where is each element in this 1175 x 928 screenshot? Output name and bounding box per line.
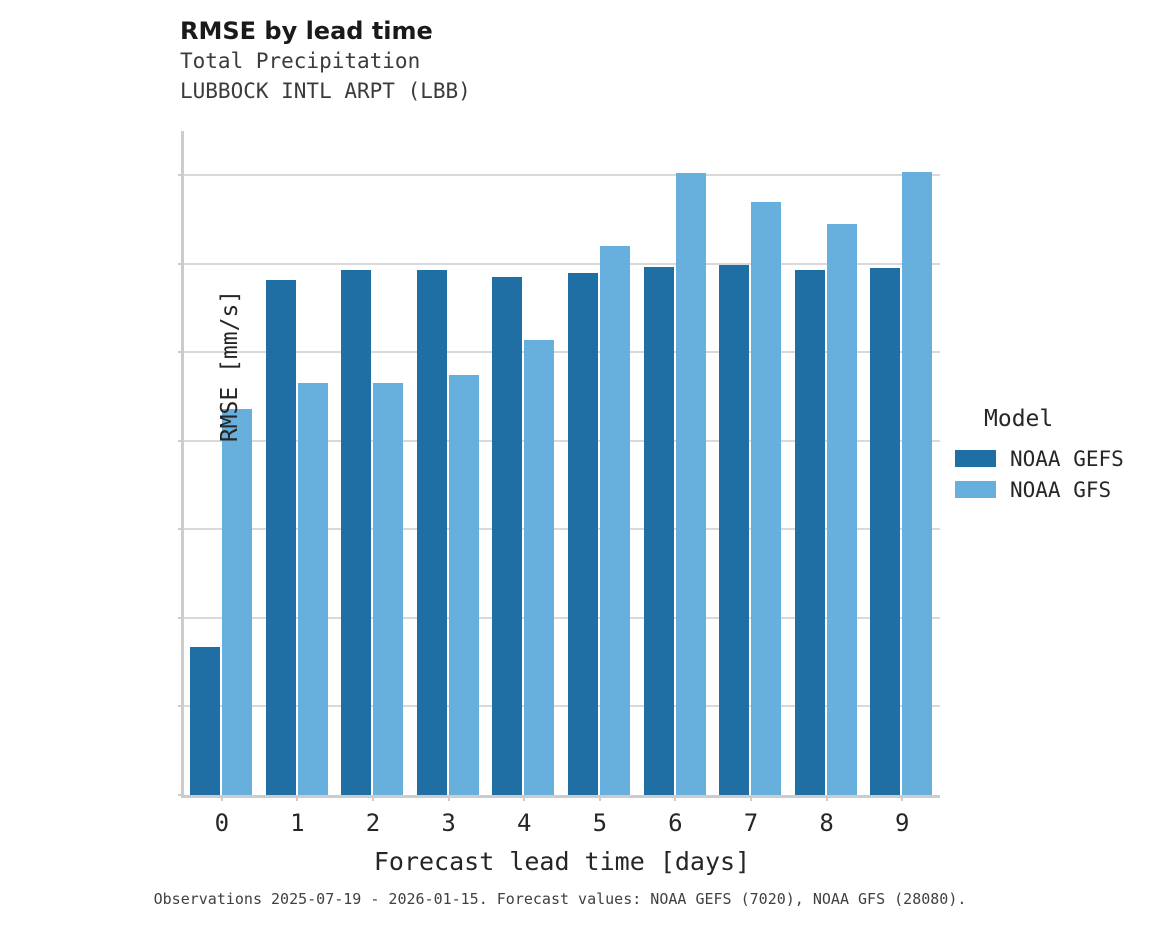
y-tick-mark xyxy=(178,616,184,619)
y-tick-mark xyxy=(178,794,184,796)
y-tick-mark xyxy=(178,528,184,531)
bar-noaa-gfs-lead-0[interactable] xyxy=(222,408,252,795)
x-tick-label: 2 xyxy=(365,809,381,837)
x-tick-label: 4 xyxy=(516,809,532,837)
x-tick-mark xyxy=(220,795,223,801)
x-tick-mark xyxy=(750,795,752,801)
bar-noaa-gfs-lead-1[interactable] xyxy=(297,382,328,795)
bar-noaa-gefs-lead-0[interactable] xyxy=(190,647,220,795)
bar-noaa-gfs-lead-8[interactable] xyxy=(826,223,857,795)
bar-group xyxy=(184,131,260,795)
bar-group xyxy=(260,131,336,795)
bar-noaa-gefs-lead-3[interactable] xyxy=(416,269,447,795)
bar-noaa-gefs-lead-8[interactable] xyxy=(794,269,825,795)
legend: Model NOAA GEFS NOAA GFS xyxy=(955,406,1175,505)
x-tick-label: 6 xyxy=(668,809,683,837)
legend-title: Model xyxy=(984,406,1054,432)
gridline xyxy=(184,705,940,708)
legend-swatch-noaa-gefs xyxy=(955,450,996,467)
bar-noaa-gefs-lead-5[interactable] xyxy=(568,272,598,795)
legend-label-noaa-gfs: NOAA GFS xyxy=(1010,477,1112,502)
bar-group xyxy=(864,131,940,795)
bars-layer xyxy=(184,131,940,795)
legend-item-noaa-gfs[interactable]: NOAA GFS xyxy=(955,474,1175,505)
x-tick-mark xyxy=(825,795,828,801)
y-tick-mark xyxy=(178,439,184,442)
bar-noaa-gfs-lead-3[interactable] xyxy=(448,375,479,795)
bar-group xyxy=(562,131,638,795)
y-tick-mark xyxy=(178,705,184,708)
gridline xyxy=(184,528,940,531)
title-block: RMSE by lead time Total Precipitation LU… xyxy=(180,16,880,106)
x-tick-mark xyxy=(598,795,601,801)
x-tick-mark xyxy=(523,795,526,801)
x-tick-mark xyxy=(296,795,299,801)
bar-noaa-gefs-lead-4[interactable] xyxy=(492,277,523,795)
bar-group xyxy=(713,131,789,795)
legend-label-noaa-gefs: NOAA GEFS xyxy=(1010,446,1124,471)
legend-item-noaa-gefs[interactable]: NOAA GEFS xyxy=(955,443,1175,474)
x-tick-mark xyxy=(674,795,677,801)
bar-group xyxy=(411,131,487,795)
y-tick-mark xyxy=(178,262,184,265)
chart-subtitle-variable: Total Precipitation xyxy=(180,49,421,73)
gridline xyxy=(184,616,940,619)
bar-noaa-gfs-lead-6[interactable] xyxy=(675,173,706,795)
gridline xyxy=(184,262,940,265)
bar-noaa-gfs-lead-9[interactable] xyxy=(902,172,933,795)
gridline xyxy=(184,174,940,177)
page-title: RMSE by lead time xyxy=(180,17,433,45)
x-tick-label: 3 xyxy=(441,809,456,837)
bar-noaa-gfs-lead-5[interactable] xyxy=(600,246,630,795)
x-tick-mark xyxy=(372,795,374,801)
y-tick-mark xyxy=(178,351,184,354)
plot-area: 0.000000.000020.000040.000060.000080.000… xyxy=(178,131,940,876)
x-tick-label: 5 xyxy=(592,809,608,837)
x-tick-label: 1 xyxy=(290,809,305,837)
bar-noaa-gfs-lead-7[interactable] xyxy=(751,201,782,795)
x-tick-mark xyxy=(901,795,904,801)
gridline xyxy=(184,439,940,442)
x-tick-label: 8 xyxy=(819,809,834,837)
y-tick-mark xyxy=(178,174,184,177)
x-tick-label: 7 xyxy=(743,809,759,837)
bar-noaa-gfs-lead-4[interactable] xyxy=(524,339,555,795)
bar-group xyxy=(335,131,411,795)
legend-swatch-noaa-gfs xyxy=(955,481,996,498)
x-tick-label: 0 xyxy=(214,809,230,837)
bar-noaa-gefs-lead-9[interactable] xyxy=(870,268,901,795)
bar-noaa-gefs-lead-1[interactable] xyxy=(265,280,296,795)
gridline xyxy=(184,351,940,354)
bar-group xyxy=(638,131,714,795)
y-axis-title: RMSE [mm/s] xyxy=(217,289,243,443)
x-tick-mark xyxy=(447,795,450,801)
chart-subtitle-station: LUBBOCK INTL ARPT (LBB) xyxy=(180,79,471,103)
bar-noaa-gfs-lead-2[interactable] xyxy=(373,383,404,795)
bar-noaa-gefs-lead-2[interactable] xyxy=(341,269,372,795)
bar-group xyxy=(486,131,562,795)
bar-noaa-gefs-lead-6[interactable] xyxy=(643,267,674,795)
bar-group xyxy=(789,131,865,795)
bar-noaa-gefs-lead-7[interactable] xyxy=(719,265,750,795)
x-axis-title: Forecast lead time [days] xyxy=(373,847,751,876)
figure-caption: Observations 2025-07-19 - 2026-01-15. Fo… xyxy=(153,890,967,908)
x-tick-label: 9 xyxy=(894,809,910,837)
